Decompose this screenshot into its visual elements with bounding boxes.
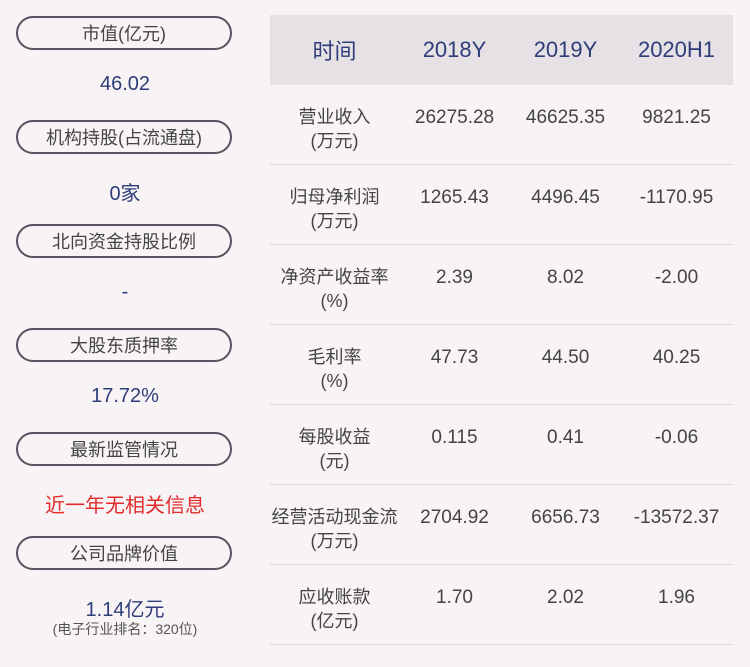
cell-value: 2704.92 [420, 507, 489, 528]
cell-value: 26275.28 [414, 107, 495, 128]
cell-value: -13572.37 [633, 507, 720, 528]
cell-value: 2.02 [547, 587, 584, 608]
market-cap-value: 46.02 [99, 73, 151, 95]
row-label: 每股收益 (元) [298, 427, 371, 471]
pledge-rate-value: 17.72% [91, 385, 159, 407]
cell-value: 9821.25 [642, 107, 711, 128]
cell-value: 8.02 [547, 267, 584, 288]
financial-table: 时间 2018Y 2019Y 2020H1 营业收入 (万元) 26275.28 … [270, 15, 733, 645]
row-label: 净资产收益率 (%) [280, 267, 389, 311]
pledge-rate-label: 大股东质押率 [16, 328, 232, 362]
row-label: 营业收入 (万元) [298, 107, 371, 151]
cell-value: -1170.95 [639, 187, 714, 208]
cell-value: 0.115 [431, 427, 478, 448]
table-row: 应收账款 (亿元) 1.70 2.02 1.96 [270, 565, 733, 645]
cell-value: 40.25 [652, 347, 701, 368]
table-row: 营业收入 (万元) 26275.28 46625.35 9821.25 [270, 85, 733, 165]
cell-value: 46625.35 [525, 107, 606, 128]
brand-rank-note: (电子行业排名：320位) [52, 621, 198, 637]
header-2020h1: 2020H1 [637, 37, 716, 62]
cell-value: 1.96 [658, 587, 695, 608]
table-row: 净资产收益率 (%) 2.39 8.02 -2.00 [270, 245, 733, 325]
cell-value: 47.73 [430, 347, 479, 368]
table-header: 时间 2018Y 2019Y 2020H1 [270, 15, 733, 85]
cell-value: 1265.43 [420, 187, 489, 208]
brand-value: 1.14亿元 [85, 599, 165, 621]
cell-value: 2.39 [436, 267, 473, 288]
table-row: 每股收益 (元) 0.115 0.41 -0.06 [270, 405, 733, 485]
cell-value: 1.70 [436, 587, 473, 608]
regulation-label: 最新监管情况 [16, 432, 232, 466]
cell-value: -0.06 [654, 427, 699, 448]
row-label: 毛利率 (%) [307, 347, 362, 391]
row-label: 经营活动现金流 (万元) [271, 507, 398, 551]
cell-value: 44.50 [541, 347, 590, 368]
market-cap-label: 市值(亿元) [16, 16, 232, 50]
cell-value: -2.00 [654, 267, 699, 288]
row-label: 应收账款 (亿元) [298, 587, 371, 631]
cell-value: 6656.73 [531, 507, 600, 528]
institutional-holding-value: 0家 [109, 183, 141, 205]
summary-panel: 市值(亿元) 46.02 机构持股(占流通盘) 0家 北向资金持股比例 - 大股… [0, 0, 250, 667]
header-2019y: 2019Y [533, 37, 598, 62]
cell-value: 0.41 [547, 427, 584, 448]
regulation-value: 近一年无相关信息 [45, 495, 205, 517]
table-row: 经营活动现金流 (万元) 2704.92 6656.73 -13572.37 [270, 485, 733, 565]
cell-value: 4496.45 [531, 187, 600, 208]
institutional-holding-label: 机构持股(占流通盘) [16, 120, 232, 154]
brand-value-label: 公司品牌价值 [16, 536, 232, 570]
table-row: 归母净利润 (万元) 1265.43 4496.45 -1170.95 [270, 165, 733, 245]
table-row: 毛利率 (%) 47.73 44.50 40.25 [270, 325, 733, 405]
header-time: 时间 [312, 39, 357, 64]
northbound-holding-label: 北向资金持股比例 [16, 224, 232, 258]
row-label: 归母净利润 (万元) [289, 187, 380, 231]
header-2018y: 2018Y [422, 37, 487, 62]
northbound-holding-value: - [121, 281, 129, 303]
